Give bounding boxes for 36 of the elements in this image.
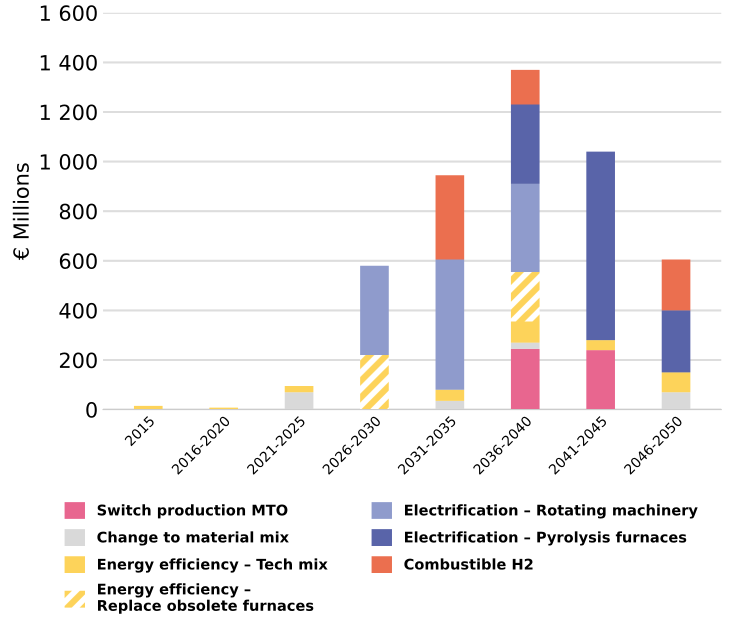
y-tick-label: 1 400 xyxy=(40,54,97,71)
legend-label: Electrification – Rotating machinery xyxy=(404,504,698,519)
bar xyxy=(662,260,690,310)
bar xyxy=(510,104,540,184)
bar xyxy=(510,342,540,349)
legend-label: Change to material mix xyxy=(97,531,289,546)
bar xyxy=(586,152,615,340)
bar xyxy=(662,372,690,392)
bar xyxy=(510,348,540,410)
y-tick-label: 1 200 xyxy=(40,104,97,120)
y-tick-label: 800 xyxy=(60,204,97,220)
legend-label: Electrification – Pyrolysis furnaces xyxy=(404,531,686,546)
y-tick-label: 200 xyxy=(60,352,97,368)
bar xyxy=(510,322,540,343)
legend-label: Switch production MTO xyxy=(98,504,288,518)
bar xyxy=(510,184,540,272)
bar xyxy=(360,266,389,356)
bar xyxy=(436,175,464,260)
y-tick-label: 600 xyxy=(60,253,97,270)
bar xyxy=(360,355,389,410)
y-tick-label: 1 000 xyxy=(40,154,97,170)
bar xyxy=(436,260,464,390)
legend-label: Combustible H2 xyxy=(404,558,533,570)
bar xyxy=(510,272,540,322)
y-tick-label: 1 600 xyxy=(40,5,97,22)
bar xyxy=(436,390,464,401)
bar xyxy=(586,340,615,350)
bar xyxy=(284,386,314,392)
y-axis-title: € Millions xyxy=(12,163,29,260)
y-tick-label: 400 xyxy=(59,302,97,319)
y-tick-label: 0 xyxy=(86,402,97,418)
bar xyxy=(586,350,615,410)
legend-label: Energy efficiency – Tech mix xyxy=(98,558,328,573)
bar xyxy=(662,310,690,372)
bar xyxy=(510,70,540,105)
legend-label: Energy efficiency – Replace obsolete furnaces xyxy=(98,583,314,614)
